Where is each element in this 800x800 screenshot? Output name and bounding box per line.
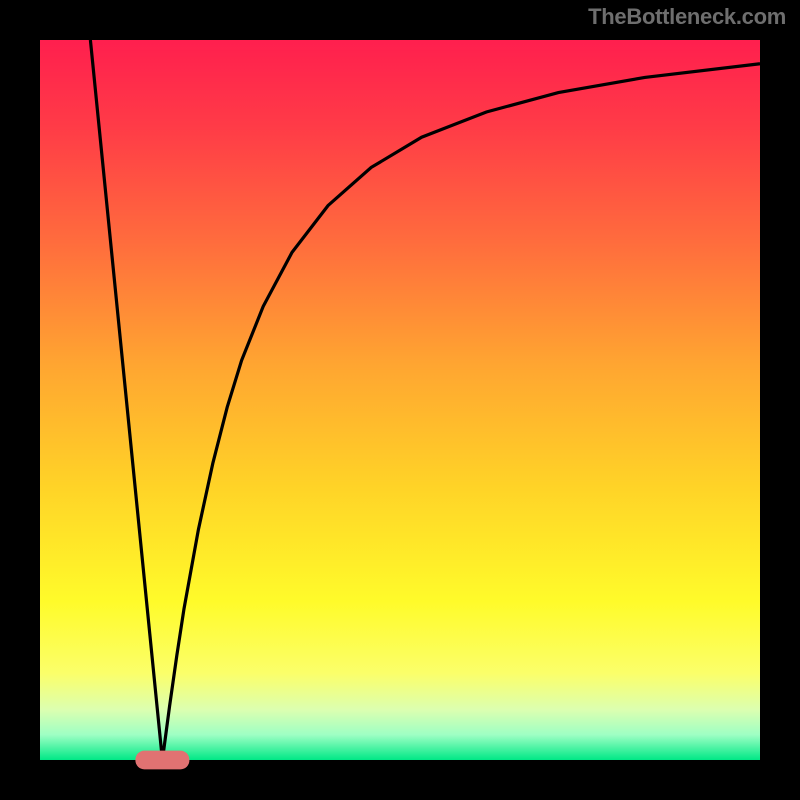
watermark-text: TheBottleneck.com xyxy=(588,4,786,30)
optimum-marker xyxy=(135,751,189,770)
chart-svg xyxy=(0,0,800,800)
bottleneck-chart: TheBottleneck.com xyxy=(0,0,800,800)
plot-background xyxy=(40,40,760,760)
